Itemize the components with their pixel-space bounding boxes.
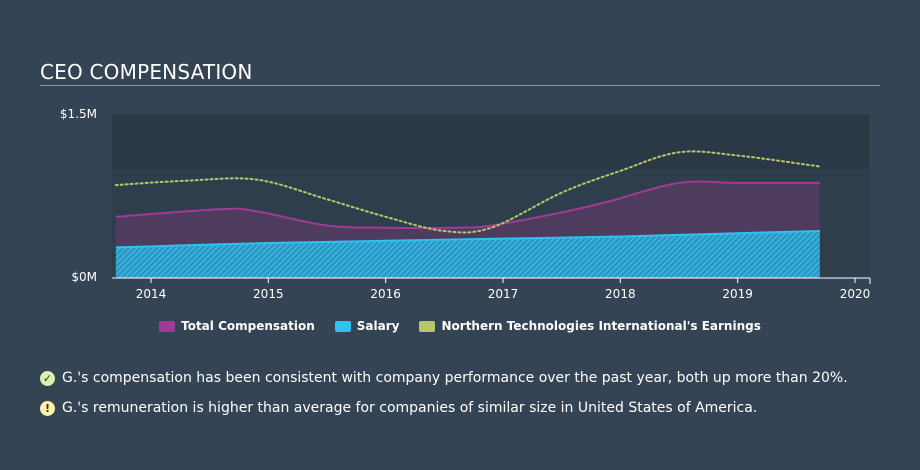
- plot-band-top: [112, 114, 870, 169]
- y-tick-label-zero: $0M: [71, 270, 97, 284]
- x-tick-label-2014: 2014: [136, 287, 167, 301]
- chart-title: CEO COMPENSATION: [40, 60, 253, 84]
- compensation-chart: 2014 2015 2016 2017 2018 2019 2020 $1.5M $0M: [60, 107, 871, 301]
- earnings-line: [114, 150, 821, 234]
- warning-icon: !: [40, 400, 55, 416]
- legend-label-salary: Salary: [356, 319, 400, 333]
- x-tick-label-2015: 2015: [253, 287, 284, 301]
- note-remuneration: ! G.'s remuneration is higher than avera…: [40, 398, 848, 418]
- notes-list: ✓ G.'s compensation has been consistent …: [40, 368, 848, 428]
- x-tick-label-2020: 2020: [840, 287, 871, 301]
- y-tick-label-max: $1.5M: [60, 107, 97, 121]
- note-performance: ✓ G.'s compensation has been consistent …: [40, 368, 848, 388]
- title-divider: [40, 85, 880, 86]
- chart-legend: Total Compensation Salary Northern Techn…: [0, 319, 920, 333]
- note-remuneration-text: G.'s remuneration is higher than average…: [62, 400, 758, 416]
- note-performance-text: G.'s compensation has been consistent wi…: [62, 370, 848, 386]
- legend-swatch-salary: [334, 320, 351, 332]
- legend-item-total-compensation[interactable]: Total Compensation: [159, 319, 315, 333]
- x-tick-label-2019: 2019: [722, 287, 753, 301]
- x-tick-label-2016: 2016: [370, 287, 401, 301]
- legend-label-earnings: Northern Technologies International's Ea…: [441, 319, 761, 333]
- legend-item-earnings[interactable]: Northern Technologies International's Ea…: [419, 319, 761, 333]
- legend-swatch-earnings: [419, 320, 436, 332]
- salary-line: [115, 230, 820, 249]
- legend-label-total-compensation: Total Compensation: [181, 319, 315, 333]
- legend-item-salary[interactable]: Salary: [334, 319, 400, 333]
- check-icon: ✓: [40, 370, 55, 386]
- x-tick-label-2017: 2017: [488, 287, 519, 301]
- legend-swatch-total-compensation: [159, 320, 176, 332]
- x-tick-label-2018: 2018: [605, 287, 636, 301]
- total-compensation-line: [115, 180, 820, 229]
